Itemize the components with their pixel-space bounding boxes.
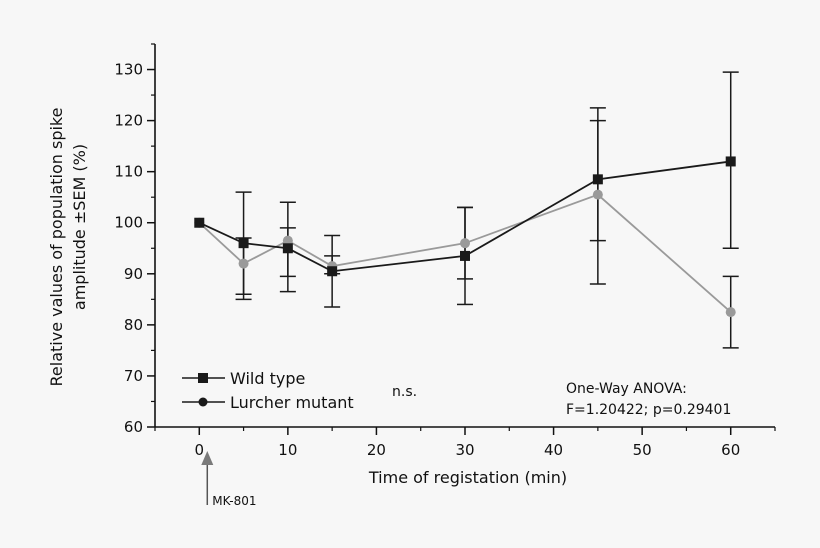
data-point-lurcher-mutant-45 [592,189,603,200]
arrow-label: MK-801 [212,494,256,508]
legend-label-lurcher-mutant: Lurcher mutant [230,393,354,412]
data-point-wild-type-5 [238,238,249,249]
data-point-wild-type-60 [725,156,736,167]
significance-label: n.s. [392,384,417,400]
data-point-lurcher-mutant-60 [725,307,736,318]
x-axis-title: Time of registation (min) [368,468,567,487]
y-tick-label-80: 80 [124,316,143,334]
y-tick-label-90: 90 [124,265,143,283]
legend-marker-wild-type [198,373,208,383]
data-point-wild-type-30 [460,250,470,261]
x-tick-label-50: 50 [633,441,652,459]
x-tick-label-60: 60 [721,441,740,459]
axes: 60 70 80 90 100 110 120 130 0 10 20 30 40 50 60 [114,43,776,459]
y-tick-label-120: 120 [114,112,143,130]
y-tick-label-110: 110 [114,163,143,181]
x-tick-label-0: 0 [195,441,205,459]
x-tick-label-30: 30 [455,441,474,459]
data-point-wild-type-0 [194,217,205,228]
mk801-arrow: MK-801 [201,451,256,508]
y-tick-label-70: 70 [124,367,143,385]
legend-label-wild-type: Wild type [230,369,305,388]
y-axis-title-line2: amplitude ±SEM (%) [70,144,89,310]
x-tick-label-40: 40 [544,441,563,459]
data-point-wild-type-45 [592,174,603,185]
anova-title: One-Way ANOVA: [566,381,687,397]
x-tick-label-10: 10 [278,441,297,459]
legend-marker-lurcher-mutant [198,397,208,407]
plot-area [194,71,739,349]
data-point-wild-type-10 [282,243,293,254]
data-point-lurcher-mutant-10 [282,235,293,246]
data-point-lurcher-mutant-5 [238,258,249,269]
y-tick-label-130: 130 [114,61,143,79]
y-axis-title-line1: Relative values of population spike [47,108,66,387]
data-point-wild-type-15 [327,266,338,277]
arrow-head-icon [201,451,214,465]
x-tick-label-20: 20 [367,441,386,459]
legend: Wild type Lurcher mutant [182,369,354,412]
anova-statistics: F=1.20422; p=0.29401 [566,402,731,418]
data-point-lurcher-mutant-30 [460,238,470,249]
y-tick-label-100: 100 [114,214,143,232]
y-tick-label-60: 60 [124,418,143,436]
